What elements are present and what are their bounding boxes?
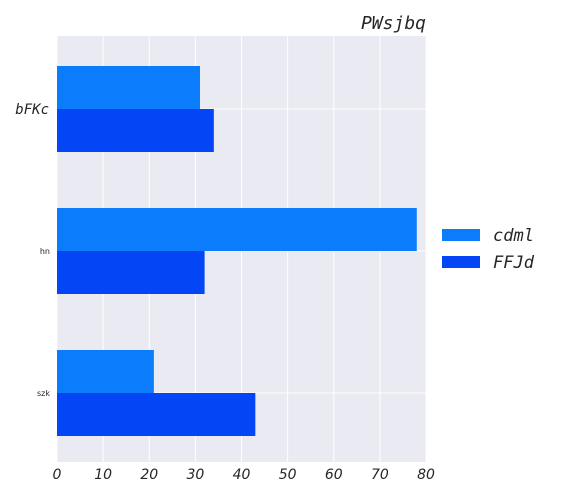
bar-cdml-hn <box>57 208 417 251</box>
x-axis-ticks: 0 10 20 30 40 50 60 70 80 <box>53 467 435 483</box>
bar-FFJd-hn <box>57 251 205 294</box>
x-tick-label: 60 <box>325 467 343 483</box>
y-tick-label: hn <box>40 247 50 256</box>
x-tick-label: 0 <box>53 467 62 483</box>
x-tick-label: 80 <box>417 467 435 483</box>
x-tick-label: 30 <box>186 467 204 483</box>
bar-FFJd-bFKc <box>57 109 214 152</box>
legend-label-cdml: cdml <box>493 226 534 246</box>
x-tick-label: 40 <box>233 467 251 483</box>
y-axis-ticks: bFKc hn szk <box>15 102 50 398</box>
bar-FFJd-szk <box>57 393 256 436</box>
bars <box>57 66 417 436</box>
x-tick-label: 70 <box>371 467 389 483</box>
y-tick-label: szk <box>37 389 50 398</box>
legend-swatch-cdml <box>442 229 480 241</box>
bar-cdml-bFKc <box>57 66 200 109</box>
chart-title: PWsjbq <box>361 13 426 34</box>
y-tick-label: bFKc <box>15 102 49 118</box>
x-tick-label: 20 <box>140 467 158 483</box>
x-tick-label: 10 <box>94 467 112 483</box>
legend: cdml FFJd <box>442 226 535 273</box>
bar-cdml-szk <box>57 350 154 393</box>
legend-swatch-FFJd <box>442 256 480 268</box>
legend-label-FFJd: FFJd <box>493 253 535 273</box>
x-tick-label: 50 <box>279 467 297 483</box>
